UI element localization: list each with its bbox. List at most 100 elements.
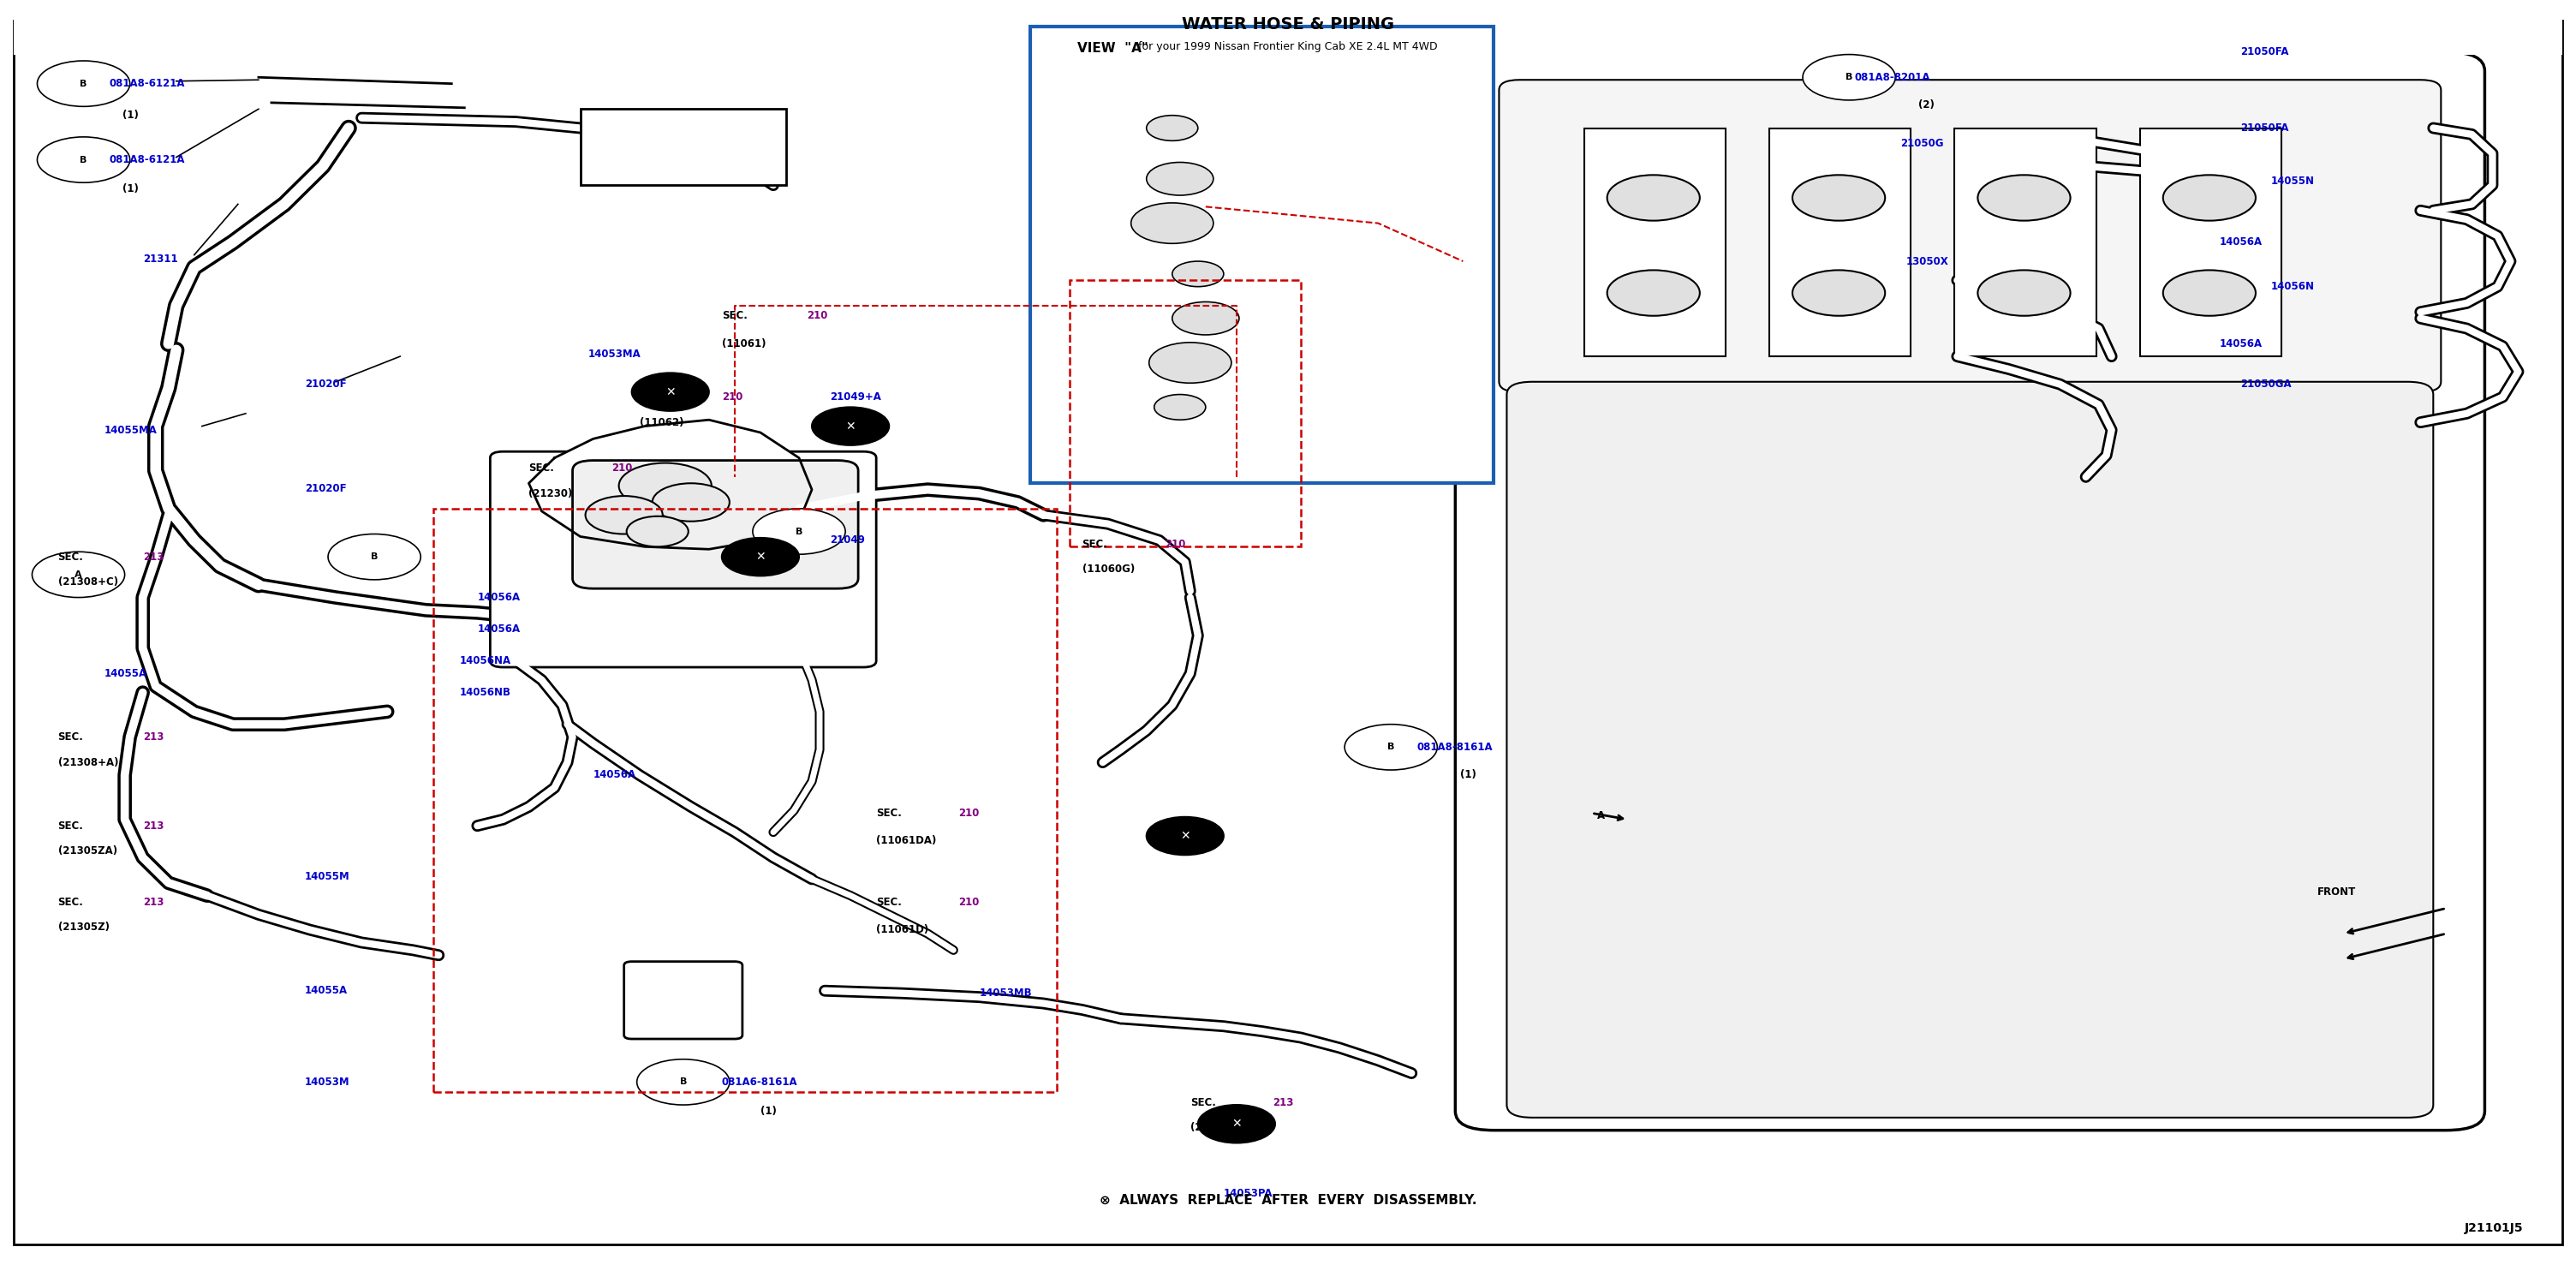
- Text: 21020F: 21020F: [304, 483, 348, 494]
- Text: SEC.: SEC.: [57, 820, 82, 831]
- Circle shape: [1793, 175, 1886, 221]
- Text: 213: 213: [142, 820, 165, 831]
- Bar: [13, 8, 2563, 55]
- Circle shape: [2164, 175, 2257, 221]
- FancyBboxPatch shape: [489, 451, 876, 667]
- Circle shape: [1146, 116, 1198, 141]
- Text: (11061DA): (11061DA): [876, 835, 938, 846]
- Text: SEC.: SEC.: [876, 896, 902, 907]
- Circle shape: [1131, 203, 1213, 244]
- Bar: [433, 508, 1056, 1092]
- Text: 210: 210: [806, 310, 827, 322]
- Text: 213: 213: [142, 896, 165, 907]
- Circle shape: [1803, 55, 1896, 100]
- FancyBboxPatch shape: [1507, 381, 2434, 1117]
- Circle shape: [1978, 175, 2071, 221]
- Text: 14056NB: 14056NB: [459, 688, 510, 698]
- Text: 21311: 21311: [142, 253, 178, 264]
- Circle shape: [327, 534, 420, 580]
- Text: for your 1999 Nissan Frontier King Cab XE 2.4L MT 4WD: for your 1999 Nissan Frontier King Cab X…: [1139, 41, 1437, 52]
- Text: 210: 210: [721, 391, 742, 403]
- Bar: [2141, 128, 2282, 356]
- Text: 14055A: 14055A: [304, 985, 348, 996]
- Text: SEC.: SEC.: [57, 731, 82, 742]
- Bar: [1030, 27, 1494, 483]
- Text: B: B: [1844, 72, 1852, 81]
- Text: (21305ZA): (21305ZA): [57, 845, 116, 857]
- Text: 14056A: 14056A: [592, 769, 636, 780]
- Text: SEC.: SEC.: [528, 463, 554, 474]
- Circle shape: [631, 372, 708, 411]
- Text: 21049: 21049: [829, 535, 866, 547]
- Text: 21050FA: 21050FA: [2241, 122, 2287, 133]
- Text: (2): (2): [1919, 99, 1935, 111]
- Bar: [1584, 128, 1726, 356]
- Text: 210: 210: [958, 807, 979, 819]
- Text: (1): (1): [1461, 769, 1476, 780]
- Text: 081A8-8161A: 081A8-8161A: [1417, 741, 1492, 752]
- Circle shape: [636, 1059, 729, 1104]
- Text: SEC.: SEC.: [57, 896, 82, 907]
- Text: (21308+A): (21308+A): [57, 756, 118, 768]
- Circle shape: [36, 61, 129, 107]
- Text: 14056A: 14056A: [477, 624, 520, 634]
- Text: 14056N: 14056N: [2272, 281, 2316, 292]
- Text: ✕: ✕: [1296, 226, 1306, 238]
- Text: ✕: ✕: [1231, 1118, 1242, 1130]
- Text: 081A8-6121A: 081A8-6121A: [108, 154, 185, 165]
- Text: 210: 210: [1164, 539, 1185, 550]
- Text: SEC.: SEC.: [1190, 1097, 1216, 1108]
- Bar: [1770, 128, 1911, 356]
- Text: ⊗  ALWAYS  REPLACE  AFTER  EVERY  DISASSEMBLY.: ⊗ ALWAYS REPLACE AFTER EVERY DISASSEMBLY…: [1100, 1193, 1476, 1206]
- FancyBboxPatch shape: [1499, 80, 2442, 391]
- Text: ✕: ✕: [845, 421, 855, 432]
- FancyBboxPatch shape: [572, 460, 858, 588]
- Text: 13050X: 13050X: [1906, 255, 1947, 267]
- Text: 213: 213: [1273, 1097, 1293, 1108]
- Text: SEC.: SEC.: [639, 391, 665, 403]
- Text: 14056A: 14056A: [477, 592, 520, 602]
- Circle shape: [1345, 724, 1437, 770]
- Text: B: B: [80, 79, 88, 88]
- Text: (11061): (11061): [721, 338, 765, 350]
- Circle shape: [31, 552, 124, 597]
- Text: A: A: [1597, 810, 1605, 821]
- Text: 210: 210: [611, 463, 631, 474]
- Text: 213: 213: [142, 552, 165, 562]
- Circle shape: [1198, 1104, 1275, 1143]
- Circle shape: [811, 407, 889, 445]
- Text: ✕: ✕: [755, 550, 765, 563]
- Text: ✕: ✕: [1180, 830, 1190, 841]
- Text: 081A8-6121A: 081A8-6121A: [108, 78, 185, 89]
- Text: J21101J5: J21101J5: [2465, 1223, 2524, 1234]
- Circle shape: [2164, 271, 2257, 315]
- Circle shape: [1146, 163, 1213, 196]
- Text: B: B: [796, 527, 804, 536]
- Circle shape: [721, 538, 799, 576]
- Circle shape: [1607, 271, 1700, 315]
- Text: (11060G): (11060G): [1082, 564, 1133, 574]
- Text: 14055N: 14055N: [2272, 175, 2316, 187]
- Circle shape: [626, 516, 688, 547]
- Bar: [580, 109, 786, 186]
- Text: 14056NA: 14056NA: [459, 656, 510, 666]
- Circle shape: [1607, 175, 1700, 221]
- Text: ✕: ✕: [665, 386, 675, 398]
- Text: B: B: [80, 155, 88, 164]
- Circle shape: [585, 496, 662, 534]
- FancyBboxPatch shape: [623, 962, 742, 1038]
- Text: 14055M: 14055M: [304, 871, 350, 882]
- Circle shape: [1172, 301, 1239, 334]
- Text: (21308+C): (21308+C): [57, 577, 118, 587]
- Text: (21331): (21331): [1190, 1122, 1234, 1134]
- Circle shape: [618, 463, 711, 508]
- Circle shape: [1146, 817, 1224, 855]
- Text: (11061D): (11061D): [876, 924, 930, 935]
- Text: SEC.: SEC.: [1082, 539, 1108, 550]
- Circle shape: [1149, 342, 1231, 383]
- Bar: [1955, 128, 2097, 356]
- Text: FRONT: FRONT: [2318, 886, 2357, 897]
- Bar: [1069, 281, 1301, 547]
- Text: (1): (1): [121, 109, 139, 121]
- Text: 21020F: 21020F: [304, 379, 348, 390]
